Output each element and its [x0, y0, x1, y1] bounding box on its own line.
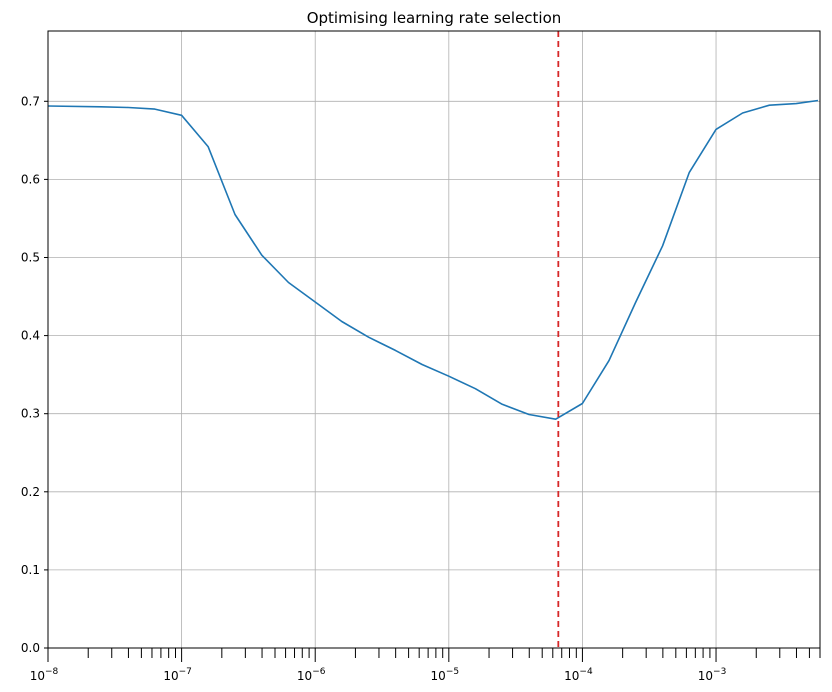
y-tick-label: 0.7	[21, 94, 40, 108]
y-tick-label: 0.2	[21, 485, 40, 499]
y-tick-label: 0.1	[21, 563, 40, 577]
plot-area-frame	[47, 30, 821, 649]
loss-curve-line	[47, 99, 819, 421]
y-tick-label: 0.5	[21, 250, 40, 264]
grid	[47, 31, 820, 649]
x-tick-label: 10−5	[431, 667, 460, 683]
axis-ticks: 0.0 0.1 0.2 0.3 0.4 0.5 0.6 0.7 10−8 10−7 10−6 10−5…	[21, 94, 821, 683]
y-tick-label: 0.4	[21, 329, 40, 343]
x-tick-label: 10−3	[698, 667, 727, 683]
x-tick-label: 10−8	[30, 667, 59, 683]
y-tick-label: 0.3	[21, 407, 40, 421]
chart-title: Optimising learning rate selection	[307, 9, 562, 27]
x-tick-label: 10−7	[163, 667, 192, 683]
y-tick-label: 0.6	[21, 172, 40, 186]
series-layer	[47, 99, 819, 421]
x-tick-label: 10−4	[564, 667, 593, 683]
x-tick-label: 10−6	[297, 667, 326, 683]
y-tick-label: 0.0	[21, 641, 40, 655]
